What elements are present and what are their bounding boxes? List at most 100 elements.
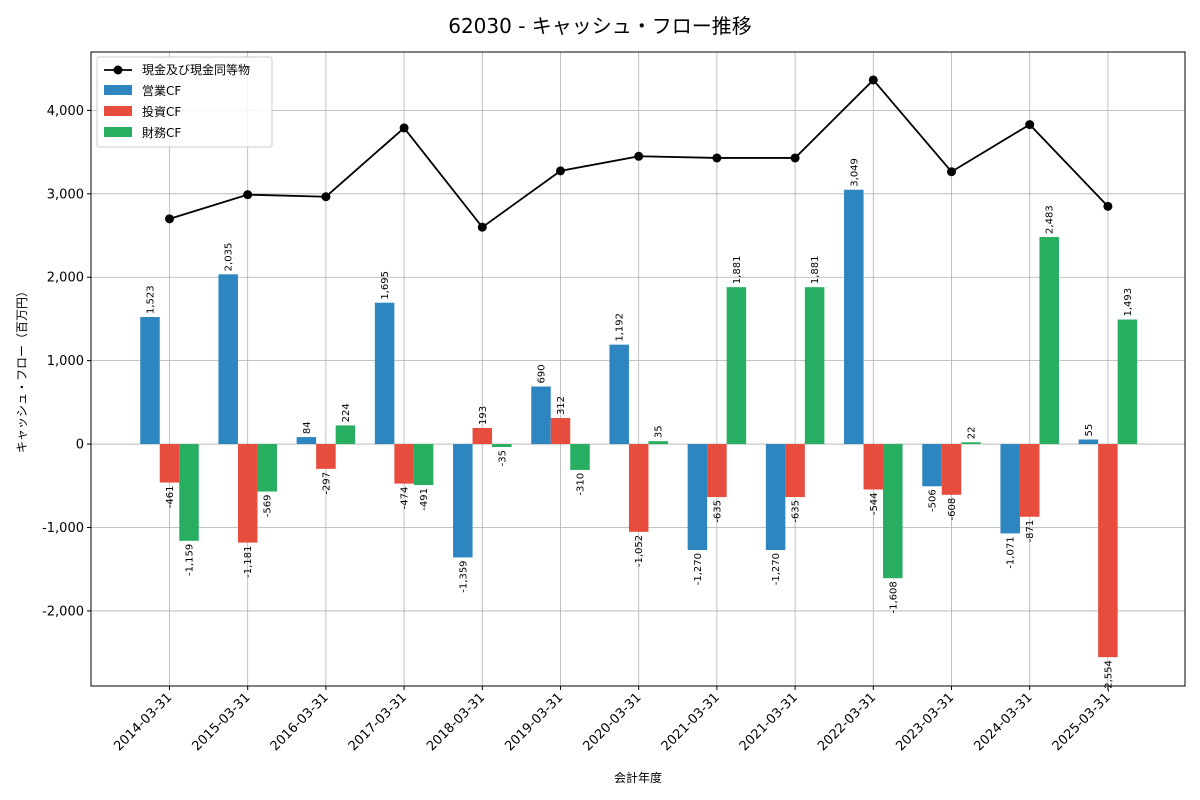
bar: [765, 444, 786, 551]
bar-value-label: 35: [654, 425, 665, 438]
bar: [335, 425, 356, 445]
bar: [531, 386, 551, 445]
legend-point-marker: [113, 65, 123, 75]
y-tick-label: -1,000: [42, 521, 84, 536]
bar: [179, 444, 199, 541]
bar-value-label: -310: [576, 473, 587, 496]
bar-value-label: -1,270: [771, 553, 782, 585]
bar: [941, 444, 962, 495]
bar: [1039, 236, 1059, 445]
y-axis-label: キャッシュ・フロー（百万円）: [15, 285, 29, 453]
legend-label-cash: 現金及び現金同等物: [142, 62, 250, 77]
bar-value-label: 22: [967, 427, 978, 440]
bar-value-label: -474: [400, 487, 411, 510]
bars: [140, 189, 1138, 658]
bar: [413, 444, 434, 486]
legend: 現金及び現金同等物 営業CF 投資CF 財務CF: [96, 56, 273, 148]
x-tick-label: 2021-03-31: [659, 690, 723, 754]
cash-line-point: [868, 75, 878, 85]
legend-swatch-financing: [104, 127, 132, 137]
chart-title: 62030 - キャッシュ・フロー推移: [448, 14, 752, 38]
x-tick-label: 2014-03-31: [111, 690, 175, 754]
bar: [883, 444, 903, 579]
cash-line-point: [1025, 120, 1035, 130]
grid-lines: [91, 52, 1185, 686]
bar-value-label: -2,554: [1103, 660, 1114, 692]
bar: [159, 444, 180, 483]
y-tick-label: 0: [76, 438, 84, 453]
bar: [804, 287, 825, 445]
bar-value-label: -635: [712, 500, 723, 523]
bar-value-label: -1,071: [1006, 536, 1017, 568]
bar-value-label: 690: [537, 364, 548, 383]
bar-value-label: -297: [321, 472, 332, 495]
cash-line: [165, 75, 1113, 232]
bar: [961, 442, 981, 445]
bar: [1117, 319, 1138, 445]
bar-value-label: 84: [302, 421, 313, 434]
bar-value-label: 224: [341, 403, 352, 422]
bar-value-label: 1,523: [146, 285, 157, 314]
y-tick-label: 3,000: [47, 187, 84, 202]
bar: [374, 302, 395, 445]
x-tick-label: 2017-03-31: [346, 690, 410, 754]
legend-label-investing: 投資CF: [142, 104, 181, 119]
bar-value-label: -608: [947, 498, 958, 521]
bar: [609, 344, 629, 445]
cash-line-point: [321, 192, 331, 202]
bar-value-label: -1,159: [185, 544, 196, 576]
bar: [316, 444, 336, 469]
bar-value-label: 312: [556, 396, 567, 415]
bar-value-label: 55: [1084, 424, 1095, 437]
x-tick-label: 2020-03-31: [580, 690, 644, 754]
x-tick-label: 2018-03-31: [424, 690, 488, 754]
bar-value-label: 1,695: [380, 271, 391, 300]
x-tick-label: 2022-03-31: [815, 690, 879, 754]
bar-value-label: 2,483: [1045, 205, 1056, 234]
cash-line-point: [399, 123, 409, 133]
bar: [1078, 439, 1099, 445]
bar-value-label: -1,270: [693, 553, 704, 585]
bar: [785, 444, 805, 498]
bar-value-label: -506: [928, 489, 939, 512]
cash-line-point: [634, 151, 644, 161]
bar: [570, 444, 590, 470]
bar-value-label: 2,035: [224, 243, 235, 272]
bar: [257, 444, 277, 492]
cash-line-point: [477, 222, 487, 232]
x-tick-label: 2019-03-31: [502, 690, 566, 754]
bar-value-label: -35: [497, 450, 508, 466]
x-tick-label: 2025-03-31: [1050, 690, 1114, 754]
bar: [1098, 444, 1118, 658]
bar: [296, 437, 317, 445]
bar-value-label: -569: [263, 495, 274, 518]
cash-line-point: [947, 167, 956, 177]
bar-value-label: 1,192: [615, 313, 626, 342]
bar-value-label: -1,052: [634, 535, 645, 567]
y-tick-label: 4,000: [47, 104, 84, 119]
bar-value-label: -1,181: [243, 546, 254, 578]
bar: [922, 444, 942, 487]
data-labels: 1,523 2,035 84 1,695 -1,359 690 1,192 -1,270 -1,…: [146, 158, 1134, 692]
x-tick-label: 2024-03-31: [971, 690, 1035, 754]
y-tick-label: -2,000: [42, 604, 84, 619]
bar-value-label: -544: [869, 492, 880, 515]
bar: [1019, 444, 1040, 517]
bar-value-label: 3,049: [849, 158, 860, 187]
cash-line-point: [790, 153, 800, 163]
bar-value-label: 1,493: [1123, 288, 1134, 317]
legend-label-financing: 財務CF: [142, 125, 181, 140]
bar: [394, 444, 414, 484]
cash-line-point: [165, 214, 174, 224]
cash-line-point: [243, 190, 253, 200]
cash-line-point: [712, 153, 722, 163]
bar-value-label: -461: [165, 486, 176, 509]
y-tick-label: 1,000: [47, 354, 84, 369]
bar: [863, 444, 884, 490]
bar: [1000, 444, 1020, 534]
legend-label-operating: 営業CF: [142, 84, 181, 98]
x-tick-label: 2023-03-31: [893, 690, 957, 754]
bar: [687, 444, 708, 551]
bar: [218, 274, 238, 445]
